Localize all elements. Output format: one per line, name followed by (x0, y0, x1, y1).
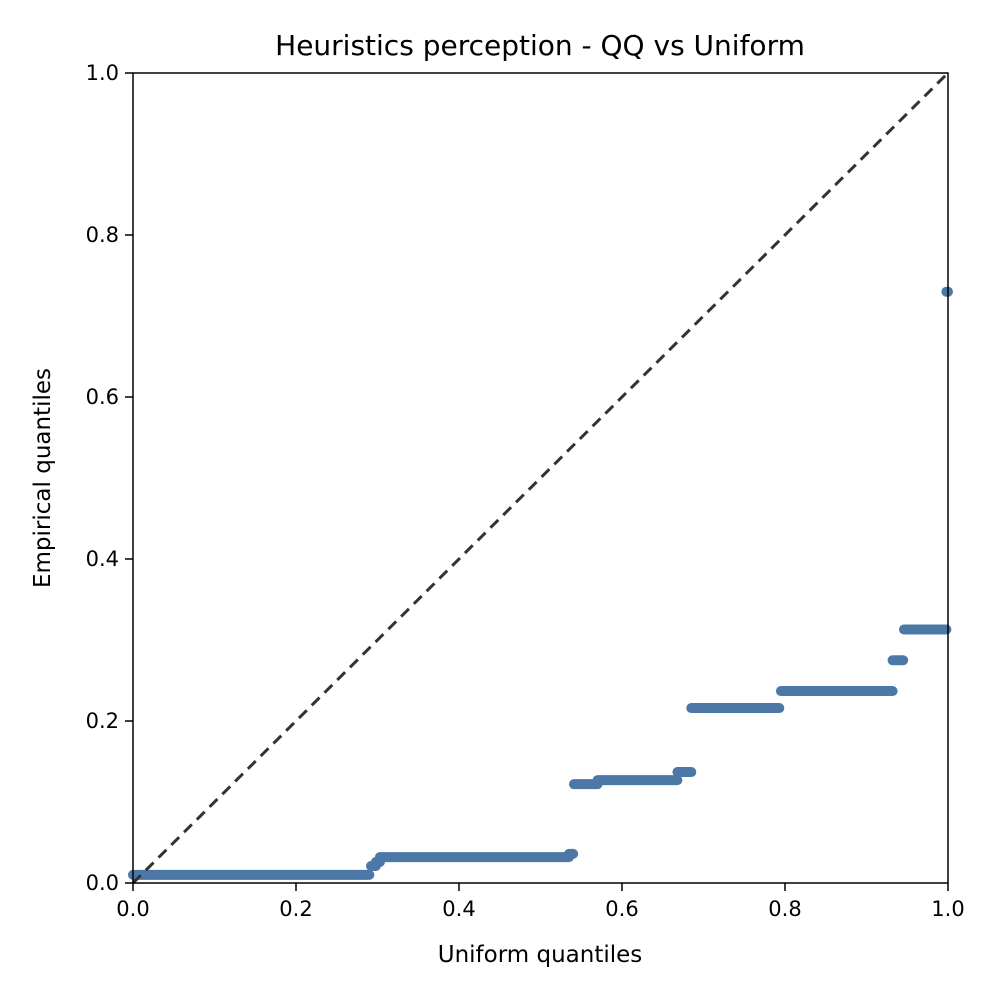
y-axis-label: Empirical quantiles (30, 368, 56, 588)
plot-area (128, 71, 953, 885)
y-tick-label: 0.6 (86, 385, 119, 409)
y-tick-label: 0.2 (86, 709, 119, 733)
reference-line (131, 71, 950, 885)
y-tick-label: 0.4 (86, 547, 119, 571)
x-tick-label: 0.8 (768, 897, 801, 921)
x-tick-label: 0.6 (605, 897, 638, 921)
x-tick-label: 0.2 (279, 897, 312, 921)
x-axis-label: Uniform quantiles (438, 942, 643, 968)
x-tick-label: 0.0 (116, 897, 149, 921)
chart-title: Heuristics perception - QQ vs Uniform (275, 29, 805, 62)
x-axis: 0.0 0.2 0.4 0.6 0.8 1.0 (116, 883, 965, 921)
y-axis: 0.0 0.2 0.4 0.6 0.8 1.0 (86, 61, 133, 895)
x-tick-label: 0.4 (442, 897, 475, 921)
y-tick-label: 0.0 (86, 871, 119, 895)
y-tick-label: 0.8 (86, 223, 119, 247)
x-tick-label: 1.0 (931, 897, 964, 921)
y-tick-label: 1.0 (86, 61, 119, 85)
plot-frame (132, 72, 949, 884)
